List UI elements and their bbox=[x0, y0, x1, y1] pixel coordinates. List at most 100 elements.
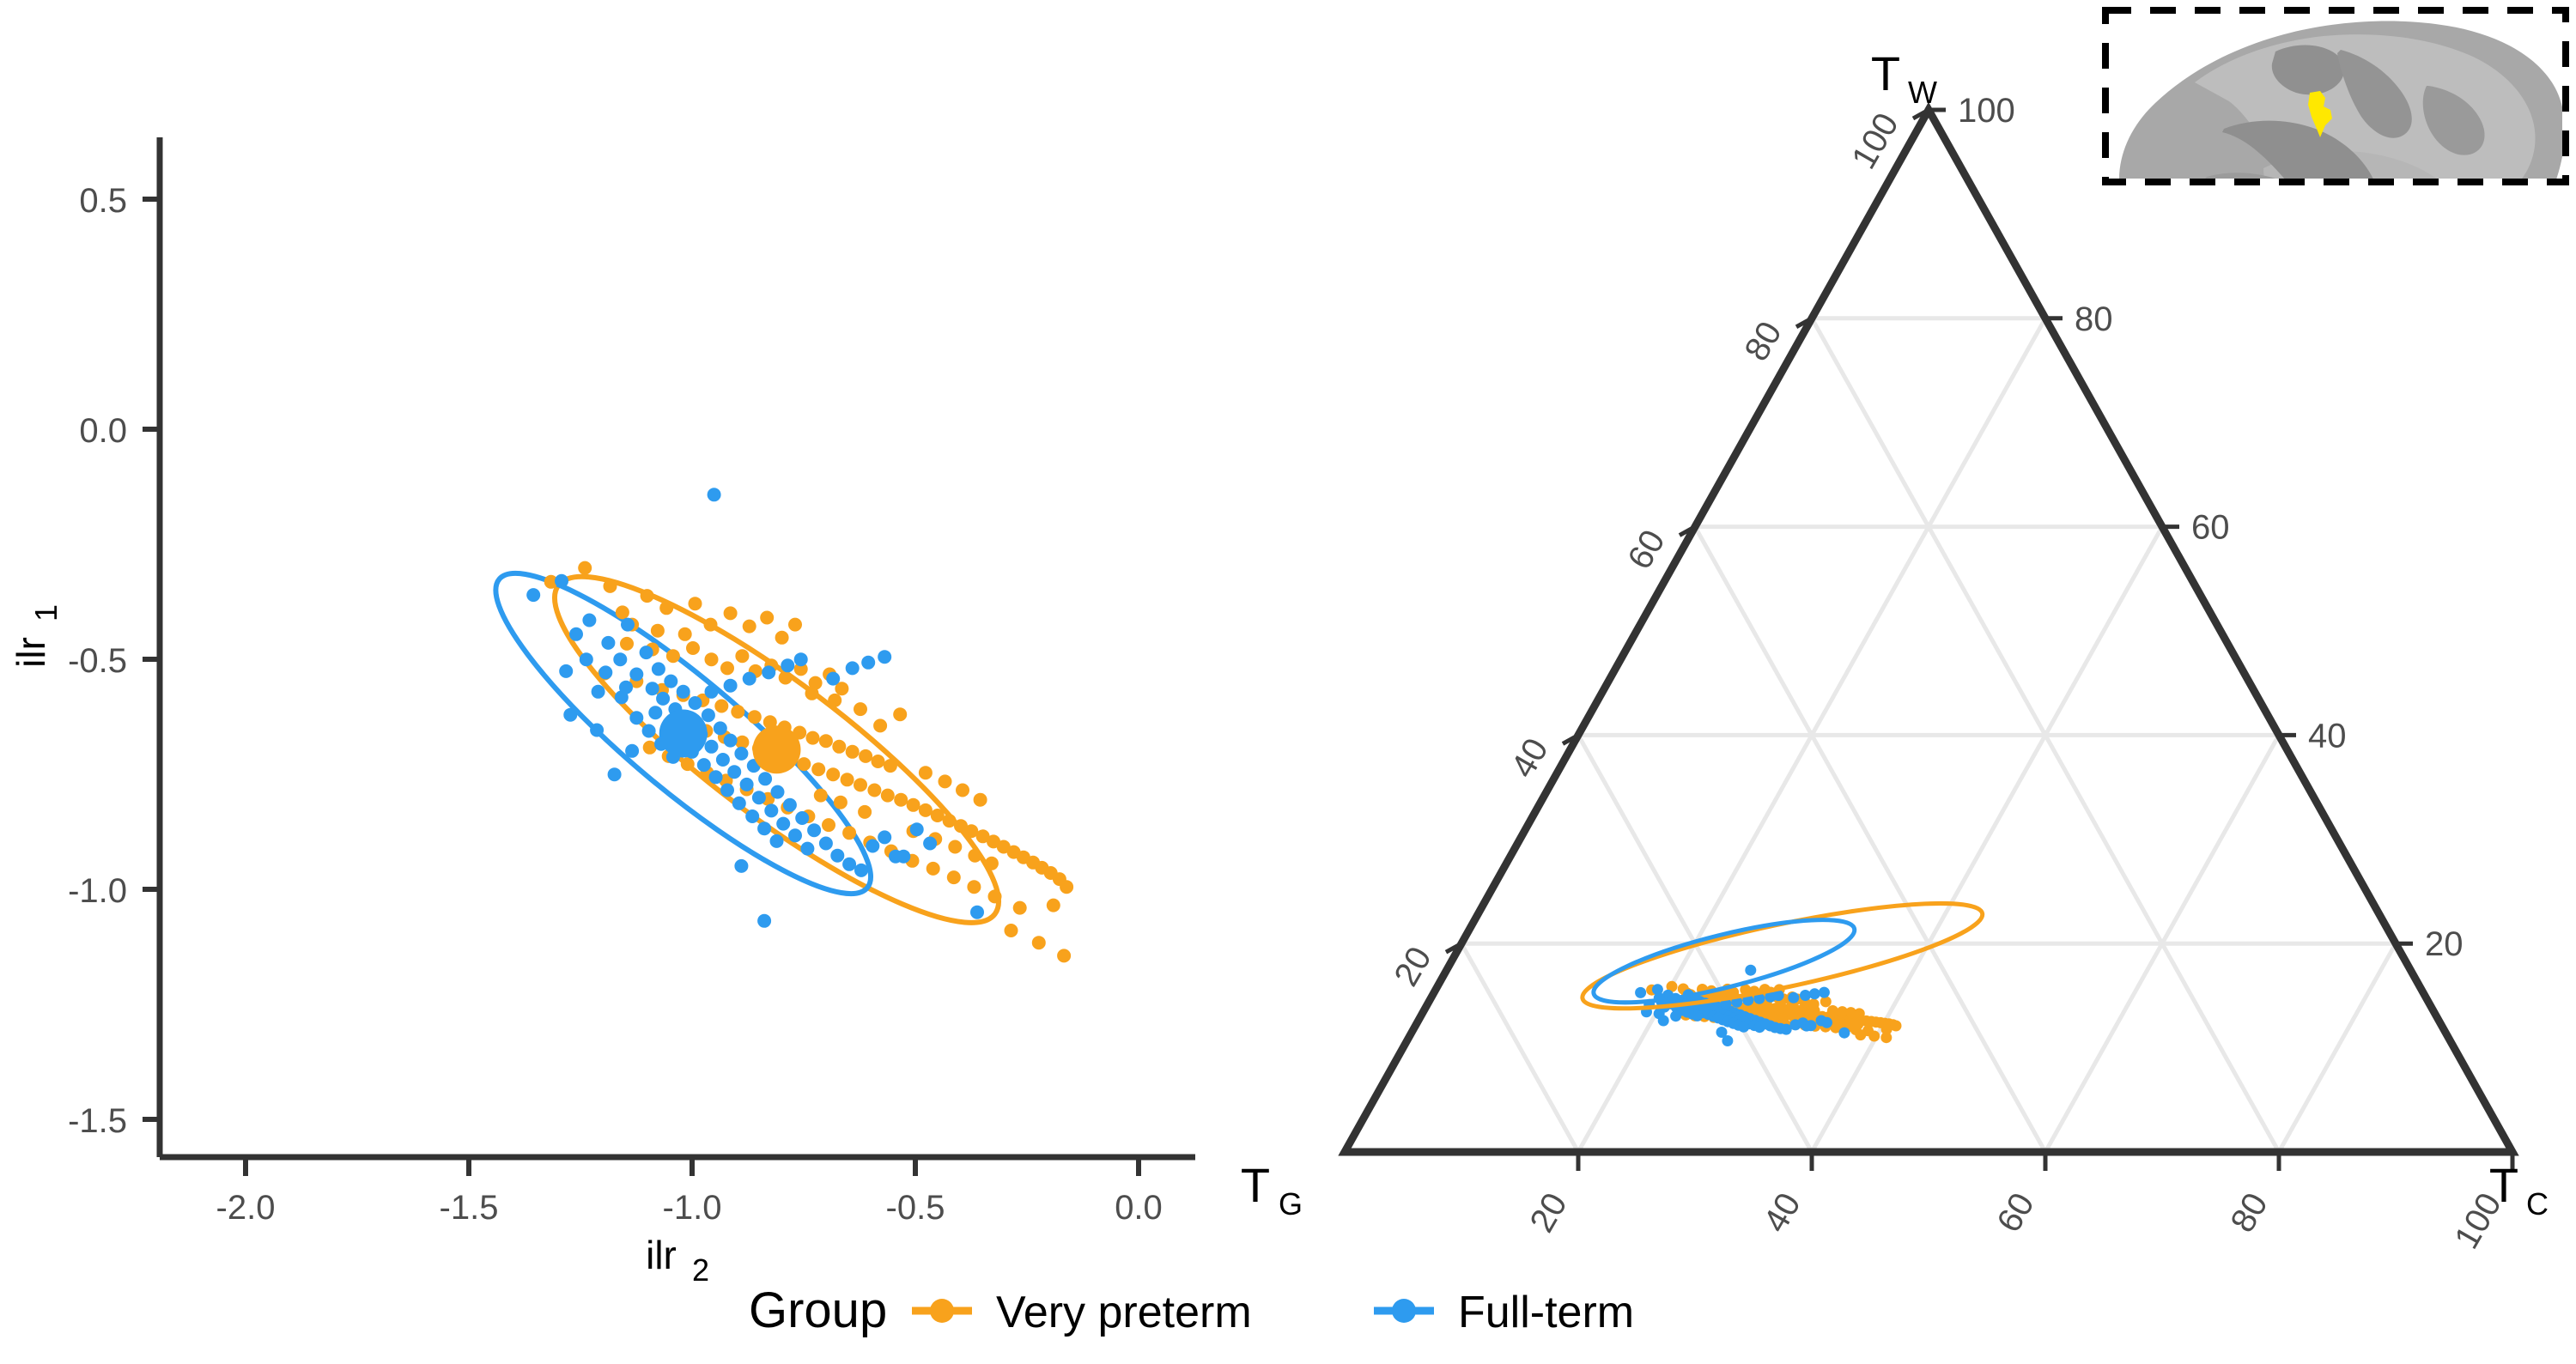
ternary-data-point bbox=[1800, 990, 1811, 1001]
ellipse-full-term bbox=[493, 570, 873, 897]
data-point bbox=[970, 905, 984, 919]
data-point bbox=[909, 822, 924, 837]
ternary-corner-top: T W bbox=[1871, 46, 1937, 110]
ternary-tick-label: 40 bbox=[2308, 717, 2347, 755]
data-point bbox=[731, 705, 745, 719]
scatter-x-title-main: ilr bbox=[646, 1233, 677, 1277]
data-point bbox=[659, 601, 674, 615]
data-point bbox=[704, 739, 719, 754]
brain-sulcus-3 bbox=[2422, 86, 2485, 155]
ternary-ticks bbox=[1444, 107, 2515, 1171]
data-point bbox=[833, 795, 848, 809]
ternary-data-point bbox=[1890, 1020, 1902, 1032]
data-point bbox=[704, 684, 719, 699]
data-point bbox=[656, 691, 671, 706]
data-point bbox=[775, 630, 789, 645]
data-point bbox=[776, 816, 791, 831]
data-point bbox=[629, 711, 644, 725]
legend-item-very-preterm[interactable]: Very preterm bbox=[912, 1288, 1252, 1337]
tw-label-main: T bbox=[1871, 46, 1900, 100]
data-point bbox=[918, 803, 933, 817]
ternary-triangle-outline bbox=[1338, 101, 2519, 1156]
ternary-data-point bbox=[1821, 1016, 1832, 1028]
data-point bbox=[645, 682, 659, 696]
data-point bbox=[735, 649, 750, 664]
data-point bbox=[854, 863, 868, 877]
data-point bbox=[967, 880, 981, 894]
data-point bbox=[883, 759, 897, 773]
scatter-xtick-3: -0.5 bbox=[886, 1189, 945, 1227]
data-point bbox=[620, 636, 634, 651]
legend-item-full-term[interactable]: Full-term bbox=[1374, 1288, 1634, 1337]
data-point bbox=[720, 783, 734, 797]
data-point bbox=[826, 767, 841, 782]
data-point bbox=[973, 792, 987, 807]
centroid-very-preterm bbox=[752, 725, 801, 774]
data-point bbox=[723, 606, 738, 621]
data-point bbox=[878, 650, 892, 664]
data-point bbox=[854, 778, 867, 792]
ternary-data-point bbox=[1788, 991, 1800, 1003]
data-point bbox=[942, 814, 957, 828]
ternary-data-point bbox=[1666, 980, 1678, 992]
data-point bbox=[701, 708, 715, 723]
data-point bbox=[742, 671, 756, 686]
data-point bbox=[751, 791, 766, 805]
brain-sulcus-sylvian bbox=[2222, 120, 2373, 179]
scatter-x-title-sub: 2 bbox=[692, 1252, 709, 1288]
data-point bbox=[680, 757, 695, 772]
scatter-ytick-1: 0.0 bbox=[79, 412, 127, 450]
data-point bbox=[757, 821, 772, 836]
scatter-ytick-4: -1.5 bbox=[68, 1102, 127, 1140]
data-point bbox=[704, 652, 719, 667]
data-point bbox=[835, 682, 849, 696]
scatter-xtick-1: -1.5 bbox=[440, 1189, 499, 1227]
data-point bbox=[639, 646, 653, 660]
scatter-y-axis-title: ilr 1 bbox=[9, 604, 64, 668]
ternary-data-point bbox=[1826, 1005, 1838, 1016]
ternary-data-point bbox=[1635, 986, 1647, 998]
ternary-data-point bbox=[1880, 1032, 1893, 1044]
ternary-data-point bbox=[1844, 1017, 1856, 1029]
data-point bbox=[1057, 949, 1072, 963]
ternary-data-point bbox=[1855, 1029, 1867, 1041]
scatter-xtick-0: -2.0 bbox=[216, 1189, 276, 1227]
data-point bbox=[782, 797, 797, 812]
data-point bbox=[642, 740, 657, 755]
ternary-data-point bbox=[1837, 1006, 1848, 1018]
data-point bbox=[811, 762, 826, 777]
ternary-tick-label: 60 bbox=[1990, 1187, 2041, 1240]
data-point bbox=[720, 661, 734, 676]
data-point bbox=[739, 777, 754, 791]
data-point bbox=[808, 676, 823, 690]
data-point bbox=[878, 830, 892, 845]
data-point bbox=[800, 841, 815, 856]
data-point bbox=[975, 829, 990, 844]
ternary-corner-bottom-left: T G bbox=[1241, 1158, 1303, 1222]
data-point bbox=[1031, 936, 1046, 950]
data-point bbox=[896, 849, 911, 864]
scatter-y-ticks: 0.5 0.0 -0.5 -1.0 -1.5 bbox=[68, 182, 160, 1140]
data-point bbox=[818, 734, 833, 749]
legend: Group Very preterm Full-term bbox=[749, 1282, 1634, 1338]
data-point bbox=[987, 834, 1000, 849]
data-point bbox=[858, 804, 872, 819]
data-point bbox=[760, 610, 775, 625]
ternary-data-point bbox=[1868, 1030, 1880, 1042]
data-point bbox=[906, 797, 920, 812]
scatter-ytick-3: -1.0 bbox=[68, 872, 127, 910]
data-point bbox=[871, 755, 885, 768]
data-point bbox=[769, 834, 784, 848]
data-point bbox=[696, 758, 711, 773]
data-point bbox=[708, 770, 723, 785]
data-point bbox=[781, 658, 795, 673]
data-point bbox=[805, 686, 819, 700]
data-point bbox=[723, 678, 738, 693]
data-point bbox=[893, 707, 908, 722]
data-point bbox=[621, 617, 635, 632]
data-point bbox=[797, 757, 811, 772]
data-point bbox=[826, 671, 841, 686]
data-point bbox=[793, 652, 808, 667]
data-point bbox=[603, 579, 617, 593]
